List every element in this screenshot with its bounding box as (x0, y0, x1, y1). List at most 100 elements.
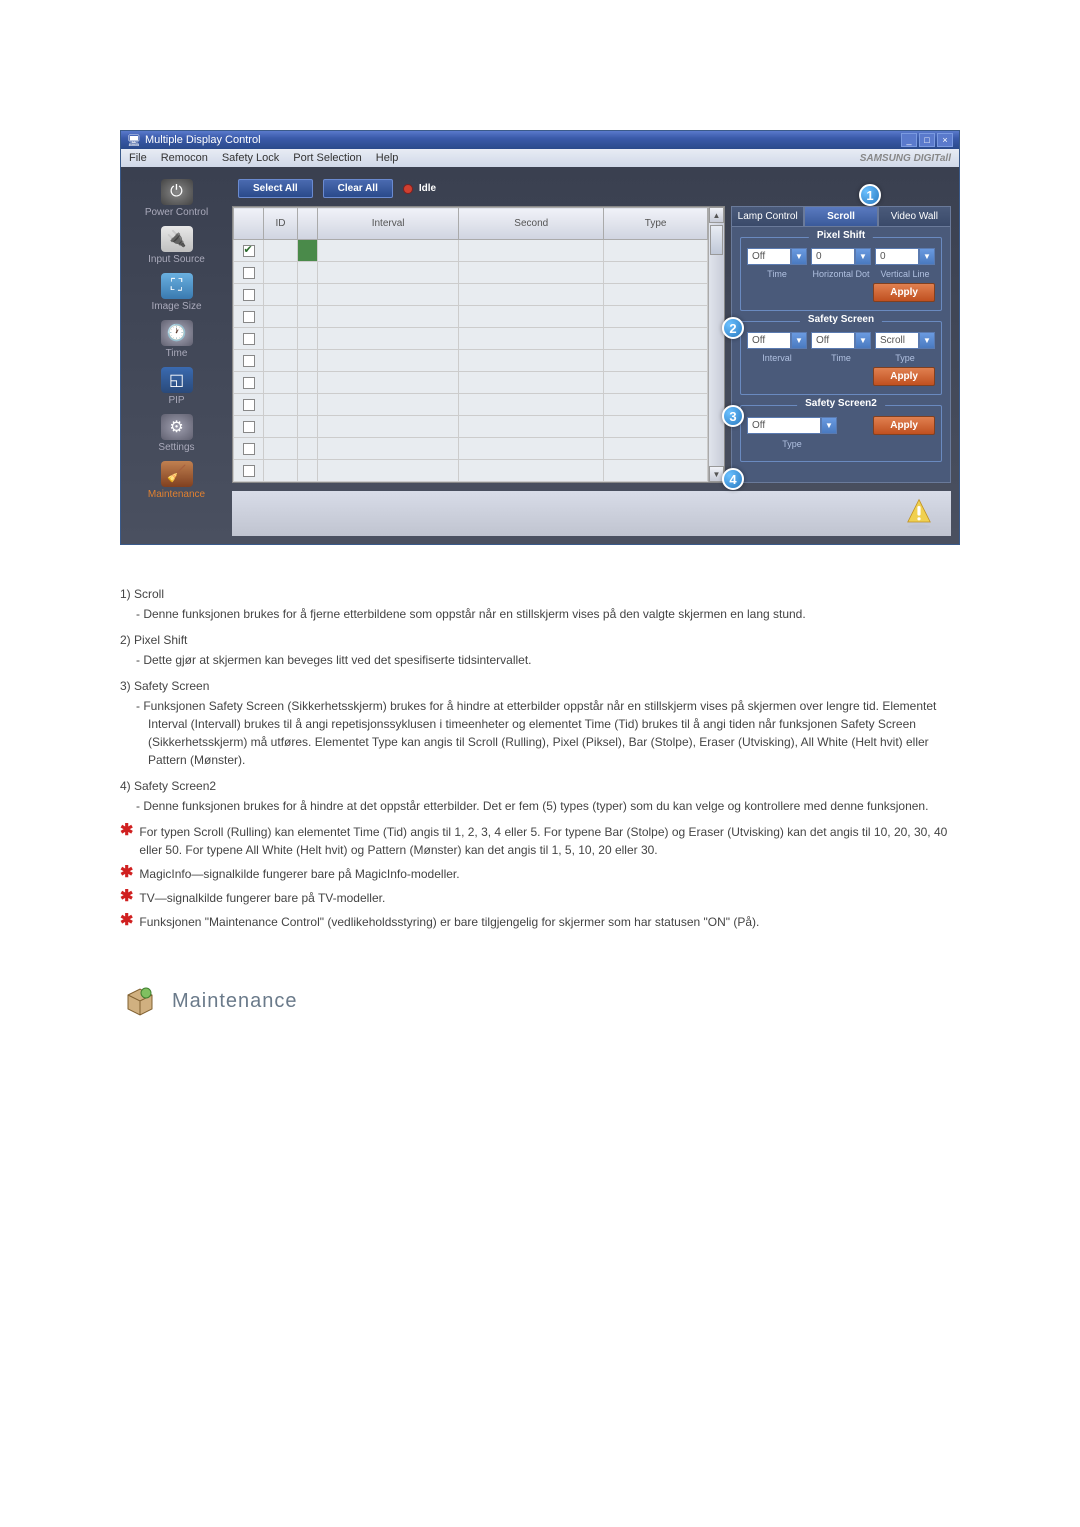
sidebar-maintenance[interactable]: 🧹Maintenance (129, 459, 224, 502)
sidebar-power[interactable]: ⏻Power Control (129, 177, 224, 220)
col-type: Type (604, 208, 708, 240)
table-row[interactable] (234, 416, 708, 438)
maintenance-icon: 🧹 (161, 461, 193, 487)
scroll-up-button[interactable]: ▲ (709, 207, 724, 223)
menu-port[interactable]: Port Selection (293, 152, 361, 164)
scroll-thumb[interactable] (710, 225, 723, 255)
sidebar-input[interactable]: 🔌Input Source (129, 224, 224, 267)
display-table: ID Interval Second Type (232, 206, 725, 483)
chevron-down-icon[interactable]: ▼ (919, 332, 935, 349)
table-header: ID Interval Second Type (234, 208, 708, 240)
table-row[interactable] (234, 394, 708, 416)
settings-icon: ⚙ (161, 414, 193, 440)
tab-video[interactable]: Video Wall (878, 206, 951, 227)
row-checkbox[interactable] (243, 443, 255, 455)
callout-2: 2 (722, 317, 744, 339)
mdc-window: 🖥Multiple Display Control _ □ × File Rem… (120, 130, 960, 545)
cube-icon (120, 981, 160, 1021)
ss-apply-button[interactable]: Apply (873, 367, 935, 386)
doc-title: 4) Safety Screen2 (120, 777, 960, 795)
menu-file[interactable]: File (129, 152, 147, 164)
menubar: File Remocon Safety Lock Port Selection … (121, 149, 959, 167)
doc-section: 1) Scroll- Denne funksjonen brukes for å… (120, 585, 960, 931)
menu-safety[interactable]: Safety Lock (222, 152, 279, 164)
chevron-down-icon[interactable]: ▼ (821, 417, 837, 434)
table-row[interactable] (234, 460, 708, 482)
row-checkbox[interactable] (243, 289, 255, 301)
menu-help[interactable]: Help (376, 152, 399, 164)
doc-desc: - Funksjonen Safety Screen (Sikkerhetssk… (120, 697, 960, 769)
row-checkbox[interactable] (243, 421, 255, 433)
doc-item: 2) Pixel Shift - Dette gjør at skjermen k… (120, 631, 960, 669)
ss2-type-select[interactable]: Off▼ (747, 417, 837, 434)
row-checkbox[interactable] (243, 311, 255, 323)
chevron-down-icon[interactable]: ▼ (855, 248, 871, 265)
maximize-button[interactable]: □ (919, 133, 935, 147)
pixel-apply-button[interactable]: Apply (873, 283, 935, 302)
app-body: ⏻Power Control 🔌Input Source ⛶Image Size… (121, 167, 959, 544)
row-checkbox[interactable] (243, 333, 255, 345)
clear-all-button[interactable]: Clear All (323, 179, 393, 198)
sidebar-time[interactable]: 🕐Time (129, 318, 224, 361)
doc-title: 2) Pixel Shift (120, 631, 960, 649)
table-row[interactable] (234, 372, 708, 394)
sidebar-image[interactable]: ⛶Image Size (129, 271, 224, 314)
menu-remocon[interactable]: Remocon (161, 152, 208, 164)
chevron-down-icon[interactable]: ▼ (919, 248, 935, 265)
power-icon: ⏻ (161, 179, 193, 205)
row-checkbox[interactable] (243, 245, 255, 257)
panel-tabs: Lamp Control Scroll Video Wall (731, 206, 951, 227)
doc-desc: - Denne funksjonen brukes for å fjerne e… (120, 605, 960, 623)
section-title: Maintenance (172, 990, 298, 1013)
safety-screen2-group: Safety Screen2 Off▼ Apply Type (740, 405, 942, 462)
row-checkbox[interactable] (243, 465, 255, 477)
table-row[interactable] (234, 262, 708, 284)
ss-interval-select[interactable]: Off▼ (747, 332, 807, 349)
star-icon: ✱ (120, 823, 133, 859)
row-checkbox[interactable] (243, 267, 255, 279)
tab-scroll[interactable]: Scroll (804, 206, 877, 227)
star-icon: ✱ (120, 913, 133, 931)
ss-type-select[interactable]: Scroll▼ (875, 332, 935, 349)
main-area: Select All Clear All Idle ID Interval Se… (232, 175, 951, 536)
table-scrollbar[interactable]: ▲ ▼ (708, 207, 724, 482)
row-checkbox[interactable] (243, 355, 255, 367)
table-row[interactable] (234, 350, 708, 372)
col-second: Second (459, 208, 604, 240)
section-maintenance: Maintenance (120, 981, 960, 1021)
input-icon: 🔌 (161, 226, 193, 252)
close-button[interactable]: × (937, 133, 953, 147)
chevron-down-icon[interactable]: ▼ (791, 332, 807, 349)
doc-desc: - Dette gjør at skjermen kan beveges lit… (120, 651, 960, 669)
row-checkbox[interactable] (243, 399, 255, 411)
table-row[interactable] (234, 438, 708, 460)
row-checkbox[interactable] (243, 377, 255, 389)
chevron-down-icon[interactable]: ▼ (791, 248, 807, 265)
col-id: ID (264, 208, 298, 240)
table-row[interactable] (234, 306, 708, 328)
safety-screen-group: Safety Screen Off▼ Off▼ Scroll▼ Interval… (740, 321, 942, 395)
pixel-vline-select[interactable]: 0▼ (875, 248, 935, 265)
doc-desc: - Denne funksjonen brukes for å hindre a… (120, 797, 960, 815)
ss-time-select[interactable]: Off▼ (811, 332, 871, 349)
pixel-hdot-select[interactable]: 0▼ (811, 248, 871, 265)
doc-note: ✱For typen Scroll (Rulling) kan elemente… (120, 823, 960, 859)
status-dot-icon (403, 184, 413, 194)
minimize-button[interactable]: _ (901, 133, 917, 147)
pip-icon: ◱ (161, 367, 193, 393)
pixel-time-select[interactable]: Off▼ (747, 248, 807, 265)
chevron-down-icon[interactable]: ▼ (855, 332, 871, 349)
table-row[interactable] (234, 328, 708, 350)
sidebar-pip[interactable]: ◱PIP (129, 365, 224, 408)
select-all-button[interactable]: Select All (238, 179, 313, 198)
settings-panel: 1 Lamp Control Scroll Video Wall Pixel S… (731, 206, 951, 483)
safety-screen-legend: Safety Screen (800, 314, 882, 325)
panel-body: Pixel Shift Off▼ 0▼ 0▼ TimeHorizontal Do… (731, 227, 951, 483)
tab-lamp[interactable]: Lamp Control (731, 206, 804, 227)
table-row[interactable] (234, 240, 708, 262)
callout-4: 4 (722, 468, 744, 490)
ss2-apply-button[interactable]: Apply (873, 416, 935, 435)
sidebar-settings[interactable]: ⚙Settings (129, 412, 224, 455)
image-icon: ⛶ (161, 273, 193, 299)
table-row[interactable] (234, 284, 708, 306)
